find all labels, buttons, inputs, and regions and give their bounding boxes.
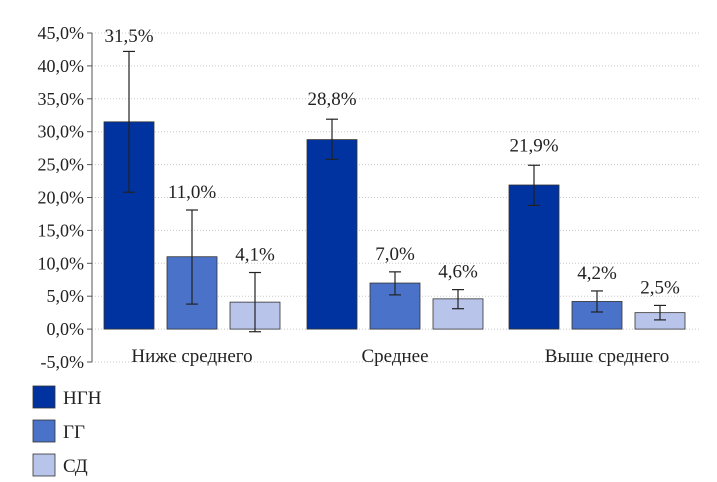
y-tick-label: 40,0% — [38, 56, 85, 76]
y-tick-label: 45,0% — [38, 23, 85, 43]
data-label: 31,5% — [104, 26, 153, 47]
y-tick-label: 25,0% — [38, 155, 85, 175]
data-label: 28,8% — [307, 89, 356, 110]
category-label: Выше среднего — [545, 346, 669, 367]
legend-item: ГГ — [32, 419, 85, 443]
y-tick-label: 30,0% — [38, 122, 85, 142]
y-tick-label: 10,0% — [38, 253, 85, 273]
data-label: 4,6% — [438, 262, 478, 283]
category-label: Среднее — [361, 346, 428, 367]
legend-label: СД — [63, 456, 88, 477]
legend: НГН ГГ СД — [32, 385, 102, 477]
legend-item: СД — [32, 453, 88, 477]
y-tick-label: 0,0% — [47, 319, 85, 339]
legend-label: ГГ — [63, 422, 85, 443]
error-bars — [123, 50, 666, 333]
bars — [103, 121, 686, 330]
y-tick-label: 20,0% — [38, 188, 85, 208]
legend-swatch — [32, 453, 56, 477]
legend-label: НГН — [63, 388, 102, 409]
category-label: Ниже среднего — [131, 346, 252, 367]
data-label: 21,9% — [509, 135, 558, 156]
y-tick-label: -5,0% — [41, 352, 85, 372]
y-tick-label: 35,0% — [38, 89, 85, 109]
data-label: 4,2% — [577, 263, 617, 284]
y-tick-label: 15,0% — [38, 220, 85, 240]
data-labels: 31,5% 28,8% 21,9% 11,0% 7,0% 4,2% 4,1% 4,6% 2,5% — [104, 26, 680, 298]
y-tick-label: 5,0% — [47, 286, 85, 306]
legend-item: НГН — [32, 385, 102, 409]
bar — [508, 184, 560, 330]
data-label: 11,0% — [168, 182, 217, 203]
legend-swatch — [32, 385, 56, 409]
bar — [306, 139, 358, 330]
data-label: 2,5% — [640, 277, 680, 298]
legend-swatch — [32, 419, 56, 443]
axes: -5,0% 0,0% 5,0% 10,0% 15,0% 20,0% 25,0% 30,0% 35… — [38, 23, 670, 372]
data-label: 4,1% — [235, 245, 275, 266]
data-label: 7,0% — [375, 244, 415, 265]
